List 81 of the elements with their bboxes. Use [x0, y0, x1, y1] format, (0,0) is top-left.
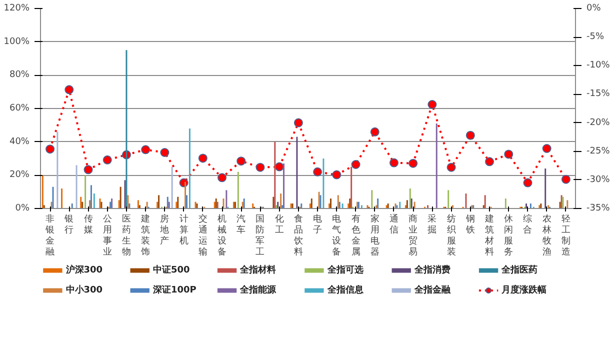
- point: [542, 144, 552, 153]
- x-tick-label: 休闲服务: [504, 214, 514, 258]
- point: [504, 150, 514, 159]
- x-tick-label: 钢铁: [464, 214, 475, 236]
- y-tick-label: 40%: [9, 136, 30, 147]
- point: [84, 165, 93, 174]
- legend-label: 月度涨跌幅: [500, 284, 547, 296]
- point: [141, 145, 150, 154]
- x-tick-label: 轻工制造: [561, 214, 570, 258]
- x-tick-label: 食品饮料: [292, 214, 303, 258]
- x-tick-label: 传媒: [84, 214, 93, 236]
- x-tick-label: 计算机: [179, 214, 188, 246]
- point: [370, 127, 380, 136]
- legend-label: 中小300: [66, 284, 103, 296]
- point: [294, 118, 303, 128]
- y-tick-label: 0%: [15, 204, 30, 214]
- x-tick-label: 房地产: [159, 214, 170, 246]
- y-tick-label: 60%: [9, 104, 30, 114]
- y-tick-label: 100%: [4, 36, 30, 47]
- point: [428, 100, 437, 109]
- point: [256, 162, 265, 172]
- x-tick-label: 有色金属: [351, 214, 360, 258]
- y2-tick-label: 0%: [586, 4, 602, 14]
- legend-label: 全指医药: [500, 264, 538, 276]
- point: [274, 162, 284, 172]
- x-tick-label: 银行: [64, 214, 74, 236]
- point: [160, 148, 170, 157]
- y2-tick-label: -35%: [586, 204, 610, 214]
- y2-tick-label: -15%: [586, 89, 610, 100]
- x-tick-label: 国防军工: [256, 214, 265, 258]
- x-tick-label: 纺织服装: [446, 214, 456, 258]
- point: [446, 162, 456, 172]
- x-tick-label: 汽车: [236, 214, 246, 236]
- point: [46, 144, 55, 154]
- x-tick-label: 建筑装饰: [140, 214, 150, 258]
- legend-label: 全指信息: [326, 284, 364, 296]
- y2-tick-label: -30%: [586, 174, 610, 185]
- point: [389, 158, 398, 168]
- y2-tick-label: -20%: [586, 118, 610, 128]
- legend-label: 全指材料: [239, 264, 276, 276]
- point: [485, 157, 494, 166]
- point: [561, 174, 570, 184]
- point: [351, 160, 360, 169]
- x-tick-label: 电气设备: [332, 214, 342, 258]
- point: [332, 170, 342, 180]
- x-tick-label: 化工: [274, 214, 284, 236]
- x-tick-label: 公用事业: [102, 214, 112, 258]
- point: [313, 167, 322, 176]
- y2-tick-label: -25%: [586, 146, 610, 156]
- legend-label: 全指消费: [413, 264, 450, 276]
- legend-label: 全指能源: [239, 284, 278, 296]
- point: [408, 158, 418, 168]
- legend-label: 中证500: [152, 264, 190, 276]
- x-tick-label: 综合: [523, 214, 532, 236]
- point: [64, 85, 74, 94]
- x-tick-label: 商业贸易: [408, 214, 418, 258]
- legend-label: 全指金融: [413, 284, 452, 296]
- x-tick-label: 农林牧渔: [541, 214, 552, 258]
- y-tick-label: 20%: [9, 170, 30, 180]
- x-tick-label: 非银金融: [44, 214, 55, 258]
- y2-tick-label: -10%: [586, 60, 610, 71]
- y-tick-label: 80%: [9, 70, 30, 80]
- y2-tick-label: -5%: [586, 32, 604, 42]
- legend-label: 全指可选: [326, 264, 364, 276]
- point: [523, 178, 532, 188]
- point: [218, 173, 227, 182]
- point: [102, 155, 112, 164]
- point: [236, 156, 246, 166]
- x-tick-label: 家用电器: [370, 214, 380, 258]
- x-tick-label: 通信: [389, 214, 398, 236]
- x-tick-label: 医药生物: [122, 214, 131, 258]
- point: [198, 154, 208, 163]
- legend-label: 沪深300: [64, 264, 103, 276]
- x-tick-label: 交通运输: [198, 214, 208, 258]
- legend-label: 深证100P: [152, 284, 197, 296]
- y-tick-label: 120%: [4, 4, 30, 14]
- x-tick-label: 建筑材料: [484, 214, 494, 258]
- point: [466, 130, 475, 140]
- x-tick-label: 电子: [313, 214, 322, 236]
- x-tick-label: 机械设备: [218, 214, 227, 258]
- x-tick-label: 采掘: [428, 214, 437, 236]
